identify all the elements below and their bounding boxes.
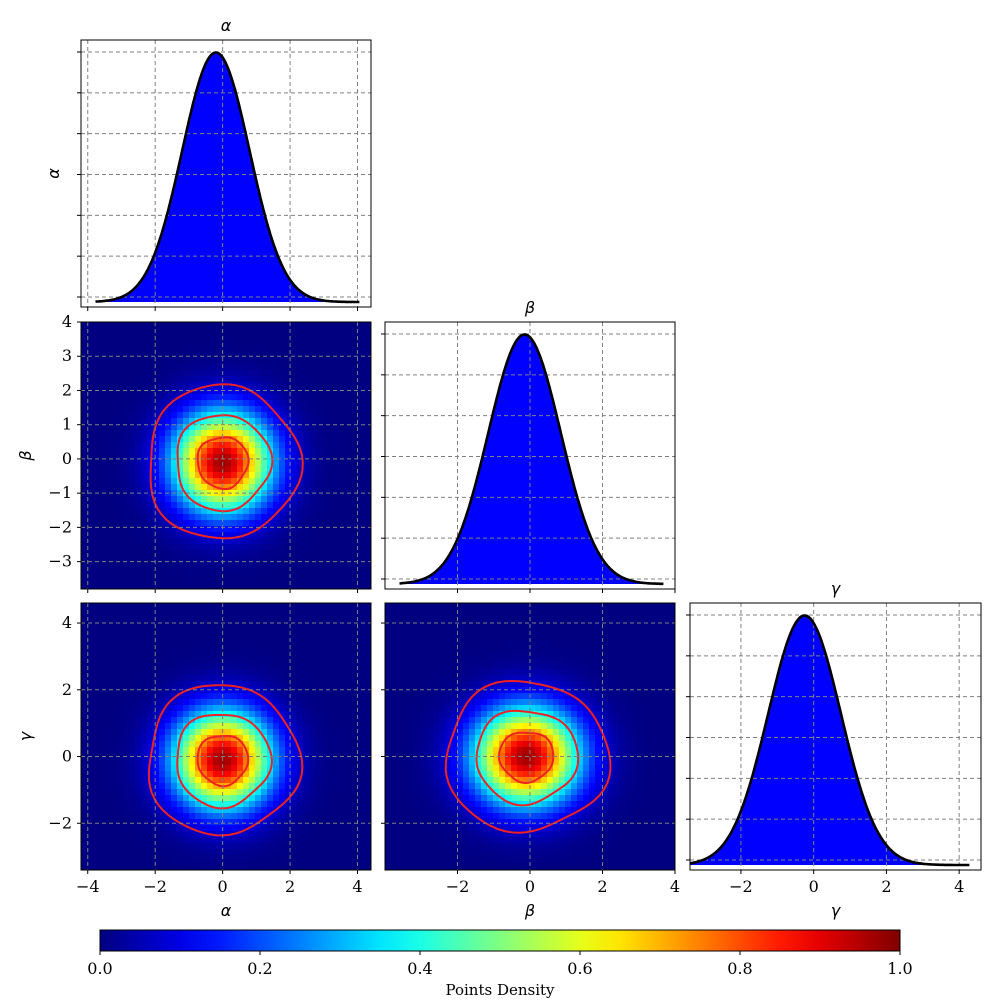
marginal-ylabel: α: [44, 168, 63, 179]
y-tick-label: −1: [48, 483, 72, 502]
density-panel-frame-1: [80, 321, 372, 590]
y-tick-label: 0: [62, 449, 72, 468]
marginal-title-1: α: [221, 16, 232, 35]
x-tick-label: −2: [446, 877, 470, 896]
x-tick-label: −4: [76, 877, 100, 896]
y-tick-label: 4: [62, 613, 72, 632]
contour-line: [176, 414, 274, 513]
marginal-curve-1: [95, 51, 360, 304]
colorbar-tick-label: 0.4: [407, 959, 432, 978]
x-tick-label: 2: [285, 877, 295, 896]
marginal-curve-2: [399, 333, 664, 586]
y-tick-label: 4: [62, 312, 72, 331]
colorbar-title: Points Density: [445, 981, 555, 999]
x-tick-label: −2: [143, 877, 167, 896]
density-xlabel: β: [524, 901, 535, 920]
x-tick-label: 4: [670, 877, 680, 896]
colorbar-tick-label: 0.2: [247, 959, 272, 978]
marginal-xlabel: γ: [831, 901, 842, 920]
marginal-panel-frame-3: [689, 602, 982, 871]
contour-line: [444, 679, 612, 834]
colorbar-tick-label: 1.0: [887, 959, 912, 978]
marginal-title-3: γ: [831, 579, 842, 598]
y-tick-label: 2: [62, 680, 72, 699]
density-xlabel: α: [221, 901, 232, 920]
y-tick-label: −2: [48, 517, 72, 536]
x-tick-label: 2: [597, 877, 607, 896]
colorbar-tick-label: 0.8: [727, 959, 752, 978]
marginal-panel-frame-1: [80, 39, 372, 308]
colorbar-tick-label: 0.0: [87, 959, 112, 978]
x-tick-label: 4: [352, 877, 362, 896]
density-panel-frame-2: [80, 602, 372, 871]
y-tick-label: 0: [62, 747, 72, 766]
marginal-fill-2: [399, 334, 664, 584]
x-tick-label: 0: [525, 877, 535, 896]
y-tick-label: −2: [48, 813, 72, 832]
density-heatmap-1: [81, 322, 372, 590]
colorbar-tick-label: 0.6: [567, 959, 592, 978]
x-tick-label: 0: [809, 877, 819, 896]
density-heatmap-3: [385, 603, 676, 871]
y-tick-label: −3: [48, 552, 72, 571]
marginal-curve-3: [689, 614, 970, 867]
density-ylabel: γ: [16, 730, 35, 741]
marginal-title-2: β: [524, 298, 535, 317]
y-tick-label: 3: [62, 346, 72, 365]
contour-line: [147, 684, 304, 837]
x-tick-label: 4: [954, 877, 964, 896]
colorbar: [99, 929, 901, 952]
marginal-fill-3: [690, 615, 970, 865]
contour-line: [196, 436, 250, 491]
marginal-fill-1: [95, 52, 360, 302]
y-tick-label: 2: [62, 380, 72, 399]
contour-line: [196, 734, 250, 788]
density-ylabel: β: [16, 450, 35, 461]
y-tick-label: 1: [62, 415, 72, 434]
x-tick-label: 0: [218, 877, 228, 896]
x-tick-label: 2: [881, 877, 891, 896]
contour-line: [176, 714, 273, 810]
x-tick-label: −2: [729, 877, 753, 896]
